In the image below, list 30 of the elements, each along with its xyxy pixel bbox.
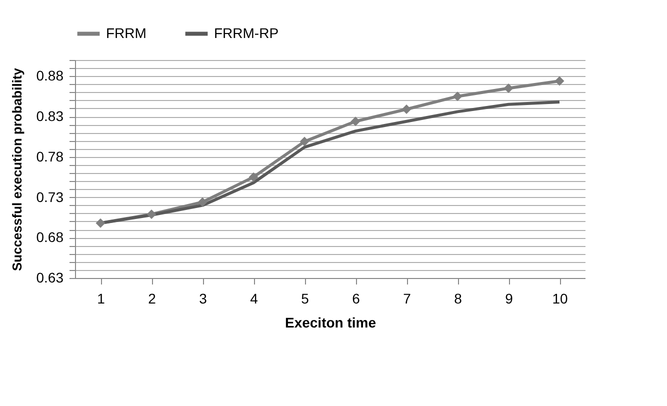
point <box>248 172 258 182</box>
y-tick-label: 0.78 <box>36 148 64 164</box>
point <box>452 92 462 102</box>
x-tick-label: 3 <box>199 290 208 306</box>
x-tick-label: 5 <box>301 290 310 306</box>
point <box>300 136 310 146</box>
x-tick-label: 6 <box>352 290 360 306</box>
x-axis-title: Execiton time <box>284 314 376 330</box>
point <box>554 76 564 86</box>
x-tick-label: 9 <box>505 290 514 306</box>
x-tick-label: 4 <box>250 290 258 306</box>
y-axis-title: Successful execution probability <box>9 67 24 271</box>
x-tick-label: 10 <box>552 290 568 306</box>
point <box>96 218 106 228</box>
x-tick-label: 8 <box>454 290 462 306</box>
y-tick-label: 0.63 <box>36 270 64 286</box>
x-tick-label: 1 <box>97 290 106 306</box>
y-tick-label: 0.68 <box>36 229 64 246</box>
point <box>198 197 208 207</box>
y-tick-label: 0.83 <box>36 108 64 124</box>
point <box>402 104 412 114</box>
point <box>146 209 156 219</box>
y-tick-label: 0.88 <box>36 68 64 84</box>
x-tick-label: 2 <box>148 290 156 306</box>
y-tick-label: 0.73 <box>36 188 64 205</box>
point <box>504 84 514 93</box>
point <box>350 116 360 126</box>
legend-label: FRRM-RP <box>214 24 279 41</box>
legend-label: FRRM <box>106 24 146 41</box>
x-tick-label: 7 <box>403 290 412 306</box>
